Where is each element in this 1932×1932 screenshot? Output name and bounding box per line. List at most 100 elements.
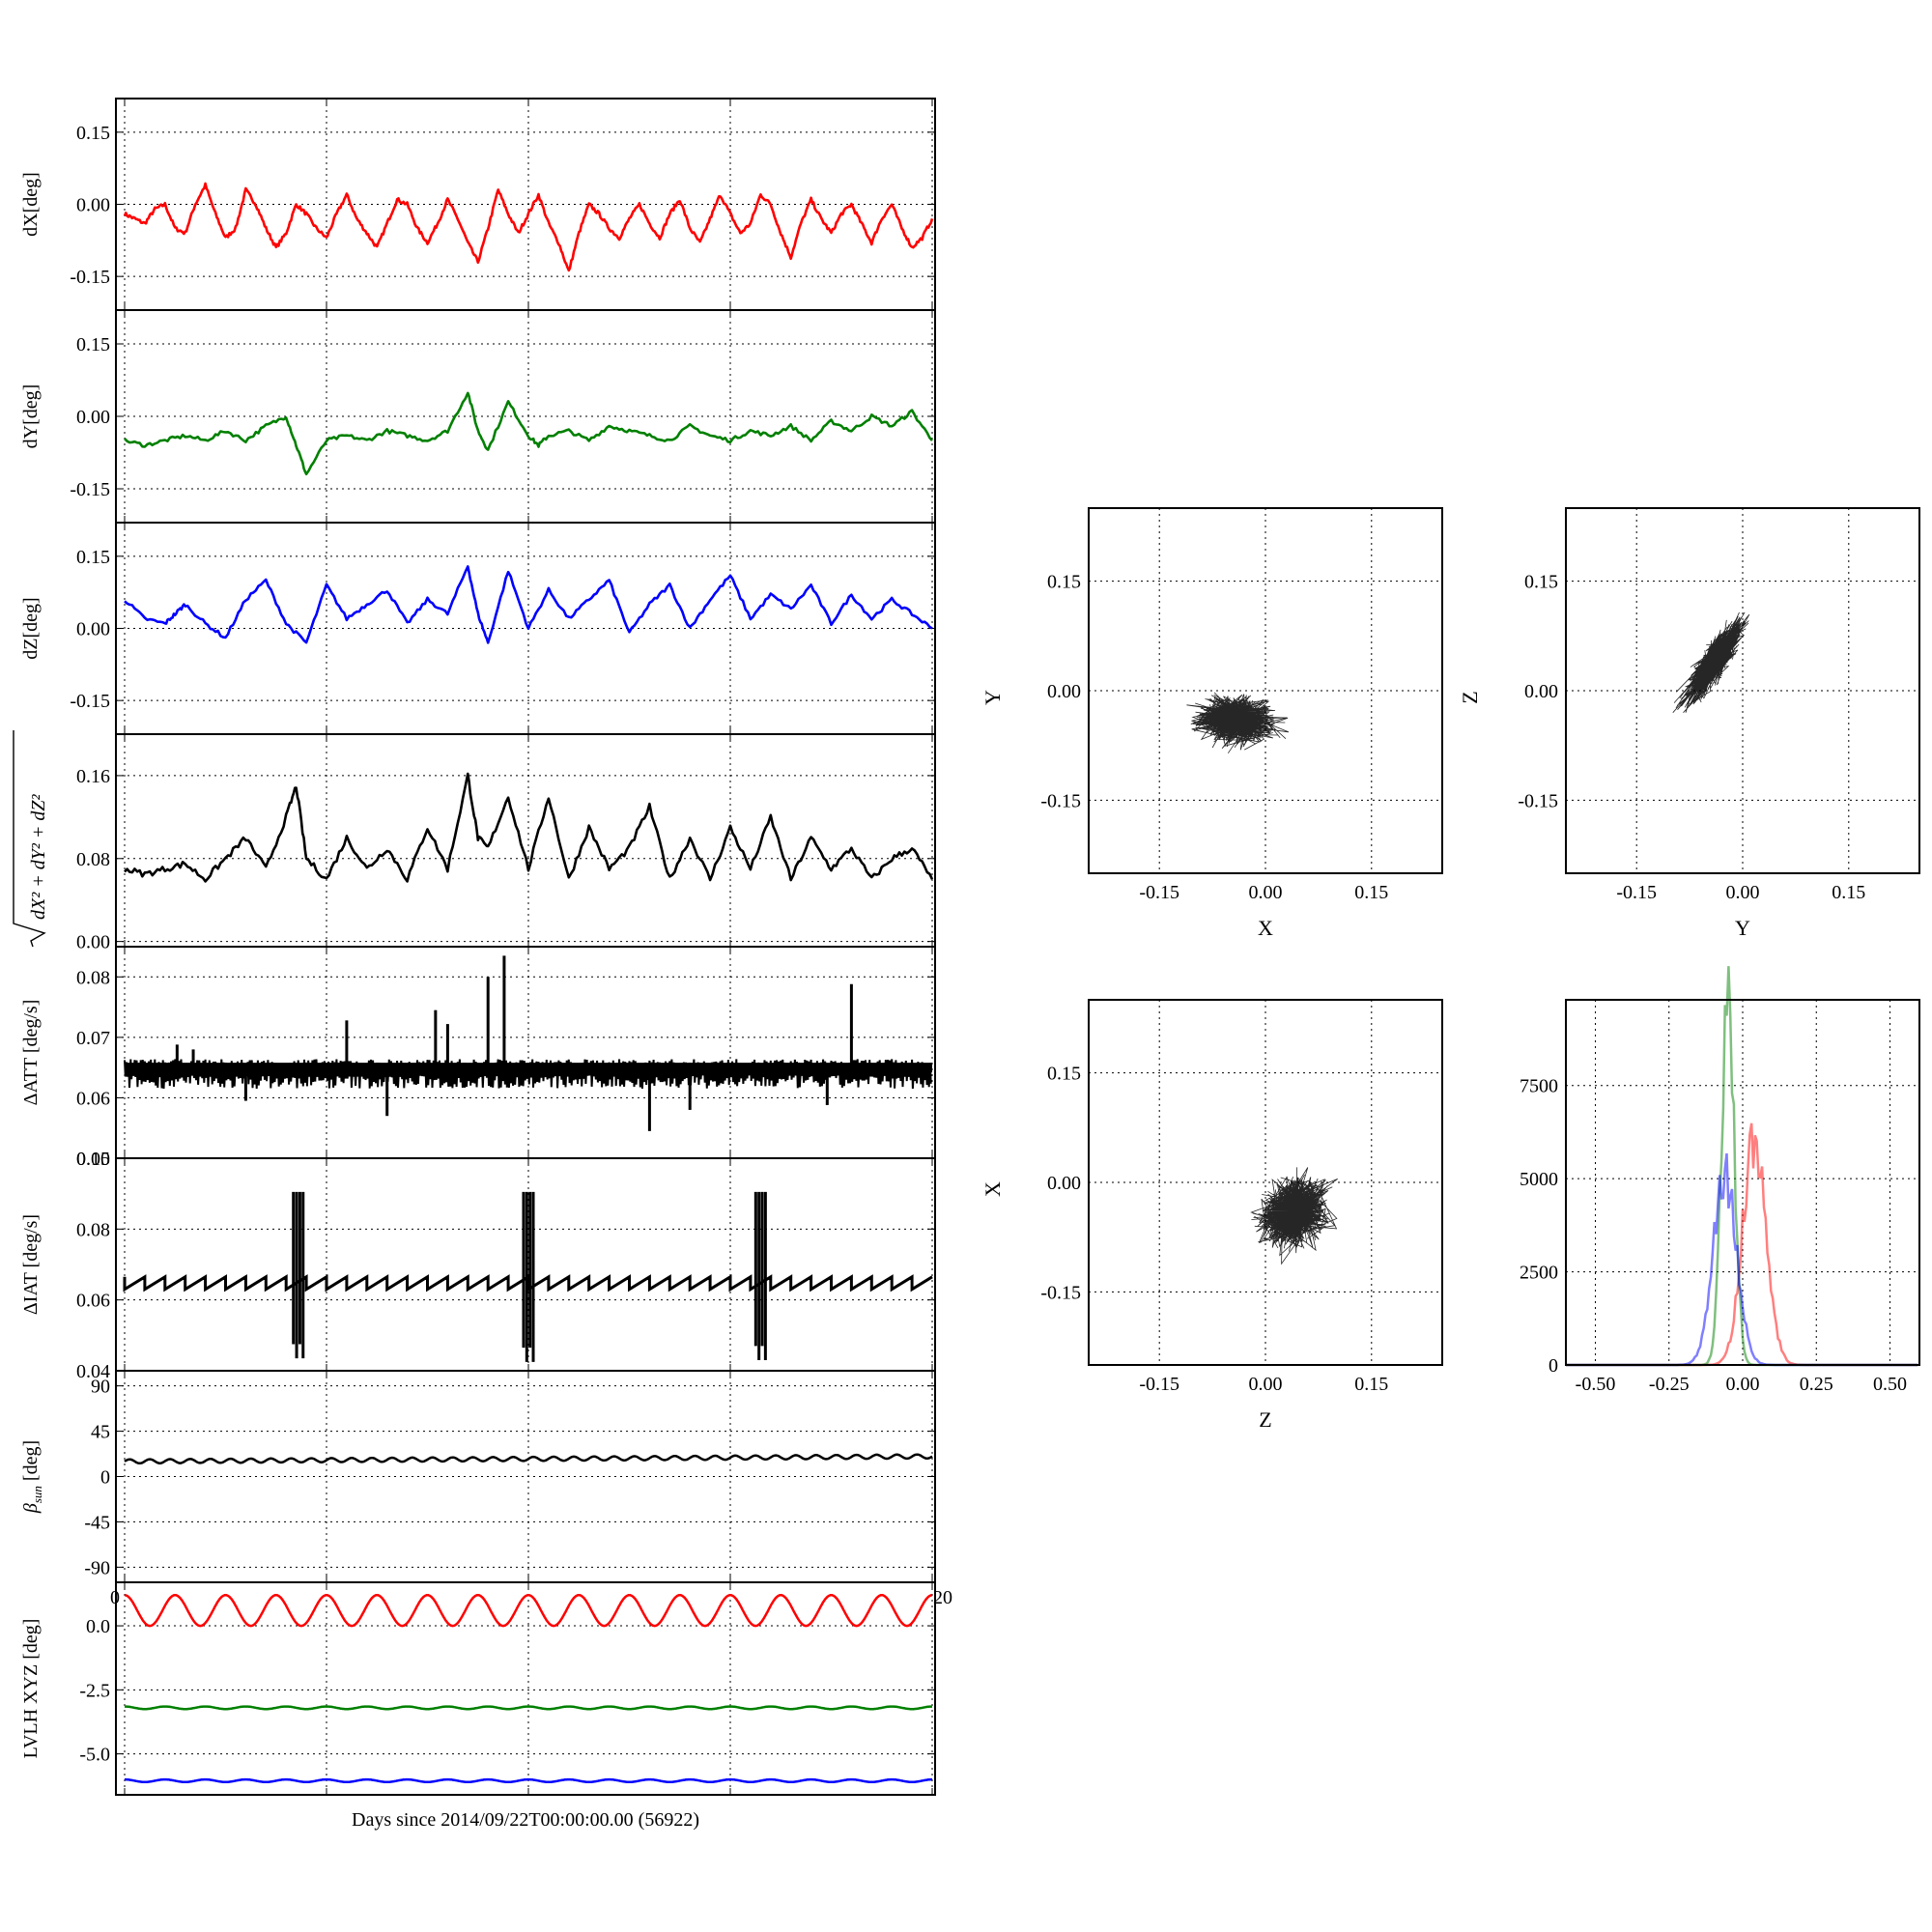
panel-beta-ytick-label: -90	[84, 1557, 110, 1578]
sc_yz-ytick-label: 0.00	[1524, 681, 1558, 702]
panel-sc_xy: -0.15 -0.15 0.00 0.00 0.15 0.15 X Y	[980, 507, 1443, 940]
hist-frame	[1565, 999, 1920, 1366]
sc_xy-frame	[1088, 507, 1443, 874]
sc_zx-ytick-label: -0.15	[1040, 1282, 1081, 1303]
panel-lvlh-ytick-label: -2.5	[79, 1680, 110, 1701]
sc_zx-ylabel: X	[980, 1181, 1005, 1197]
panel-mag-ytick-label: 0.00	[76, 932, 110, 953]
panel-dx-ylabel: dX[deg]	[20, 172, 42, 237]
hist-xtick-label: 0.25	[1800, 1374, 1833, 1395]
panel-mag-ytick-label: 0.08	[76, 849, 110, 870]
hist-ytick-label: 2500	[1520, 1263, 1558, 1284]
panel-dy-ytick-label: 0.15	[76, 334, 110, 355]
sc_xy-xlabel: X	[1258, 916, 1273, 940]
panel-beta-ytick-label: 0	[100, 1467, 110, 1489]
panel-datt-ytick-label: 0.08	[76, 967, 110, 988]
panel-beta-ylabel: βsun [deg]	[20, 1440, 44, 1514]
beta-unit: [deg]	[20, 1440, 42, 1486]
figure-xlabel: Days since 2014/09/22T00:00:00.00 (56922…	[352, 1809, 699, 1831]
panel-datt: 0.08 0.07 0.06 0.05 ΔATT [deg/s]	[20, 946, 936, 1170]
panel-dz-ylabel: dZ[deg]	[20, 597, 42, 659]
sc_xy-trajectory	[1186, 692, 1290, 753]
panel-dx-ytick-label: 0.15	[76, 123, 110, 144]
panel-dz: 0.15 0.00 -0.15 dZ[deg]	[20, 522, 936, 735]
panel-dz-ytick-label: 0.15	[76, 547, 110, 568]
sc_yz-ytick-label: 0.15	[1524, 572, 1558, 593]
mag-series	[124, 772, 934, 883]
panel-diat: 0.10 0.08 0.06 0.04 ΔIAT [deg/s]	[20, 1149, 936, 1382]
sc_xy-ytick-label: 0.00	[1047, 681, 1081, 702]
panel-dz-ytick-label: -0.15	[70, 691, 110, 712]
panel-diat-ytick-label: 0.06	[76, 1291, 110, 1312]
panel-beta-ytick-label: 90	[91, 1377, 110, 1398]
beta-sub: sun	[30, 1486, 44, 1503]
sc_yz-xlabel: Y	[1735, 916, 1750, 940]
sc_xy-ylabel: Y	[980, 690, 1005, 705]
panel-lvlh-ylabel: LVLH XYZ [deg]	[20, 1619, 42, 1759]
lvlh-series-1	[125, 1705, 932, 1711]
sc_zx-ytick-label: 0.00	[1047, 1173, 1081, 1194]
sc_yz-xtick-label: 0.00	[1726, 882, 1760, 903]
sc_xy-xtick-label: 0.15	[1354, 882, 1388, 903]
hist-ytick-label: 7500	[1520, 1076, 1558, 1097]
sc_zx-ytick-label: 0.15	[1047, 1064, 1081, 1085]
panel-diat-ytick-label: 0.10	[76, 1149, 110, 1170]
hist-ytick-label: 5000	[1520, 1169, 1558, 1190]
panel-dy: 0.15 0.00 -0.15 dY[deg]	[20, 309, 936, 524]
lvlh-series-0	[125, 1594, 932, 1628]
sc_xy-ytick-label: -0.15	[1040, 790, 1081, 811]
diat-series	[123, 1274, 933, 1293]
hist-xtick-label: 0.50	[1873, 1374, 1907, 1395]
panel-lvlh-ytick-label: 0.0	[86, 1616, 110, 1637]
panel-diat-ytick-label: 0.08	[76, 1219, 110, 1240]
sc_zx-xtick-label: 0.00	[1249, 1374, 1283, 1395]
sc_yz-trajectory	[1672, 611, 1750, 713]
panel-datt-ytick-label: 0.05	[76, 1149, 110, 1170]
panel-dx: 0.15 0.00 -0.15 dX[deg]	[20, 98, 936, 311]
panel-dy-ytick-label: 0.00	[76, 407, 110, 428]
panel-lvlh-ytick-label: -5.0	[79, 1745, 110, 1766]
datt-band	[125, 1063, 932, 1073]
panel-hist: -0.50 -0.25 0.00 0.25 0.50 7500 5000 2500 0	[1520, 966, 1920, 1395]
hist-ytick-label: 0	[1548, 1355, 1558, 1377]
lvlh-series-2	[125, 1777, 932, 1783]
panel-lvlh-frame	[115, 1581, 936, 1796]
panel-sc_yz: -0.15 -0.15 0.00 0.00 0.15 0.15 Y Z	[1458, 507, 1920, 940]
sc_zx-xtick-label: 0.15	[1354, 1374, 1388, 1395]
hist-xtick-label: 0.00	[1726, 1374, 1760, 1395]
panel-lvlh: 0.0 -2.5 -5.0 LVLH XYZ [deg]	[20, 1581, 936, 1796]
sc_zx-xtick-label: -0.15	[1139, 1374, 1179, 1395]
panel-dx-ytick-label: -0.15	[70, 267, 110, 288]
panel-mag-frame	[115, 733, 936, 948]
beta-symbol: β	[20, 1503, 42, 1514]
panel-sc_zx: -0.15 -0.15 0.00 0.00 0.15 0.15 Z X	[980, 999, 1443, 1432]
panel-mag-ytick-label: 0.16	[76, 766, 110, 787]
panel-dz-ytick-label: 0.00	[76, 619, 110, 640]
dy-series	[124, 391, 933, 476]
panel-mag: 0.16 0.08 0.00 dX² + dY² + dZ²	[13, 730, 936, 953]
sc_yz-frame	[1565, 507, 1920, 874]
sc_yz-ytick-label: -0.15	[1518, 790, 1558, 811]
panel-dy-ylabel: dY[deg]	[20, 384, 42, 449]
sc_xy-xtick-label: -0.15	[1139, 882, 1179, 903]
panel-dy-ytick-label: -0.15	[70, 479, 110, 500]
sc_xy-ytick-label: 0.15	[1047, 572, 1081, 593]
panel-mag-ylabel: dX² + dY² + dZ²	[13, 730, 49, 948]
sc_yz-xtick-label: -0.15	[1616, 882, 1657, 903]
beta-series	[124, 1453, 933, 1465]
hist-xtick-label: -0.25	[1649, 1374, 1690, 1395]
panel-mag-ylabel-text: dX² + dY² + dZ²	[28, 794, 49, 920]
panel-diat-ytick-label: 0.04	[76, 1361, 110, 1382]
sc_yz-xtick-label: 0.15	[1832, 882, 1865, 903]
sc_yz-ylabel: Z	[1458, 691, 1482, 703]
panel-datt-ytick-label: 0.07	[76, 1028, 110, 1049]
panel-dx-ytick-label: 0.00	[76, 195, 110, 216]
panel-beta-ytick-label: -45	[84, 1512, 110, 1533]
sc_zx-xlabel: Z	[1259, 1407, 1271, 1432]
dx-series	[123, 182, 934, 272]
sc_zx-trajectory	[1250, 1167, 1338, 1265]
sc_xy-xtick-label: 0.00	[1249, 882, 1283, 903]
panel-datt-ylabel: ΔATT [deg/s]	[20, 1000, 42, 1106]
